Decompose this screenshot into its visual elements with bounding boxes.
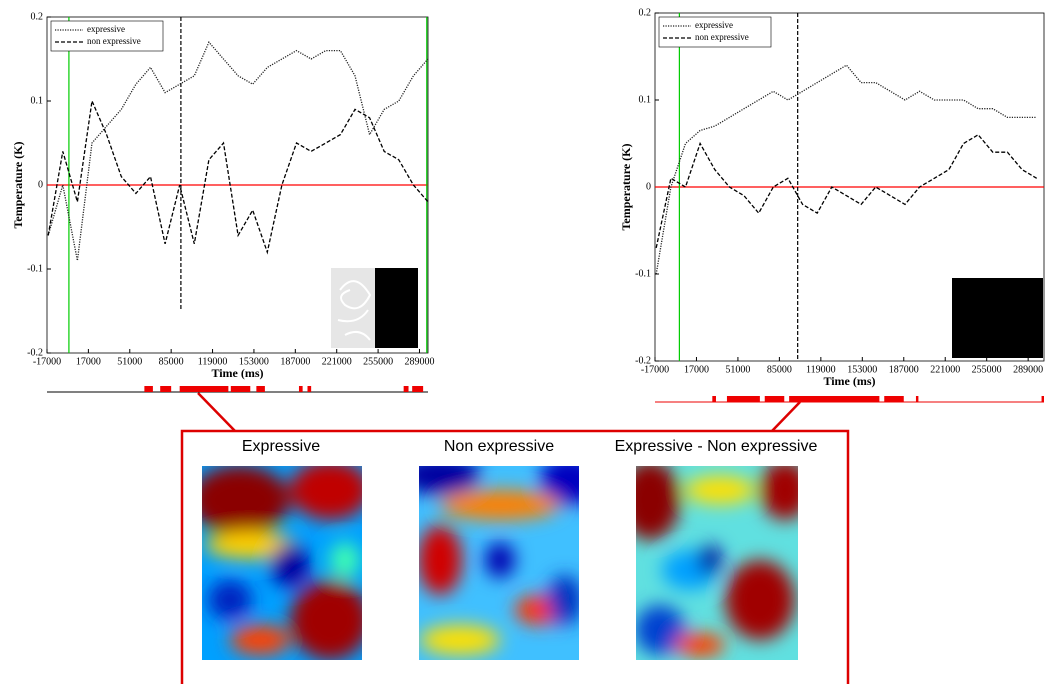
heatmap	[202, 466, 362, 660]
significance-bar	[712, 396, 716, 402]
y-tick-label: -0.1	[27, 263, 43, 274]
x-tick-label: 221000	[930, 364, 960, 375]
significance-bar	[403, 386, 409, 392]
legend-label: non expressive	[695, 32, 749, 42]
significance-bar	[789, 396, 880, 402]
y-tick-label: 0.1	[639, 94, 652, 105]
y-tick-label: 0.2	[31, 11, 44, 22]
legend-box	[658, 16, 772, 48]
heatmap	[636, 466, 798, 660]
y-tick-label: -0.2	[27, 347, 43, 358]
connector	[771, 401, 801, 432]
connector	[197, 392, 236, 432]
x-tick-label: 85000	[159, 356, 184, 367]
x-tick-label: 17000	[684, 364, 709, 375]
series-line	[655, 64, 1037, 275]
x-tick-label: 51000	[725, 364, 750, 375]
x-tick-label: 85000	[767, 364, 792, 375]
x-tick-label: 255000	[363, 356, 393, 367]
significance-bar	[764, 396, 785, 402]
significance-bar	[915, 396, 919, 402]
significance-bar	[160, 386, 172, 392]
x-tick-label: 289000	[1013, 364, 1043, 375]
heatmap	[419, 466, 579, 660]
x-tick-label: 187000	[280, 356, 310, 367]
significance-bar	[256, 386, 265, 392]
legend-box	[50, 20, 164, 52]
x-tick-label: 221000	[322, 356, 352, 367]
x-tick-label: -17000	[33, 356, 61, 367]
x-axis-title: Time (ms)	[211, 366, 263, 380]
inset-black	[952, 278, 1043, 358]
inset-drawing	[337, 280, 372, 341]
series-line	[655, 133, 1038, 249]
x-tick-label: 153000	[847, 364, 877, 375]
y-tick-label: 0	[38, 179, 43, 190]
heatmap-title: Expressive	[242, 438, 320, 455]
x-tick-label: 153000	[239, 356, 269, 367]
y-tick-label: -0.2	[635, 355, 651, 366]
inset-black	[375, 268, 418, 348]
significance-bar	[412, 386, 424, 392]
series-line	[47, 98, 429, 255]
significance-bar	[144, 386, 153, 392]
significance-bar	[179, 386, 229, 392]
x-tick-label: -17000	[641, 364, 669, 375]
x-tick-label: 17000	[76, 356, 101, 367]
significance-bar	[298, 386, 303, 392]
legend-label: non expressive	[87, 36, 141, 46]
heatmap-title: Non expressive	[444, 438, 554, 455]
y-tick-label: 0.2	[639, 7, 652, 18]
x-axis-title: Time (ms)	[823, 374, 875, 388]
x-tick-label: 119000	[198, 356, 228, 367]
heatmap-title: Expressive - Non expressive	[615, 438, 818, 455]
legend-label: expressive	[87, 24, 125, 34]
significance-bar	[230, 386, 251, 392]
y-axis-title: Temperature (K)	[619, 144, 633, 231]
significance-bar	[1041, 396, 1044, 402]
significance-bar	[307, 386, 312, 392]
significance-bar	[726, 396, 760, 402]
legend-label: expressive	[695, 20, 733, 30]
x-tick-label: 51000	[117, 356, 142, 367]
y-tick-label: -0.1	[635, 268, 651, 279]
x-tick-label: 119000	[806, 364, 836, 375]
x-tick-label: 187000	[889, 364, 919, 375]
x-tick-label: 255000	[972, 364, 1002, 375]
y-tick-label: 0	[646, 181, 651, 192]
x-tick-label: 289000	[404, 356, 434, 367]
significance-bar	[884, 396, 904, 402]
y-tick-label: 0.1	[31, 95, 44, 106]
zoom-panel	[180, 429, 850, 684]
y-axis-title: Temperature (K)	[11, 142, 25, 229]
